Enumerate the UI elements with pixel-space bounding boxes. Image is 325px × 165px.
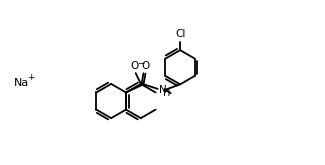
- Text: −: −: [137, 58, 144, 67]
- Text: N: N: [159, 85, 167, 95]
- Text: H: H: [163, 88, 170, 98]
- Text: O: O: [141, 61, 150, 71]
- Text: +: +: [27, 73, 34, 82]
- Text: Cl: Cl: [175, 29, 185, 39]
- Text: Na: Na: [14, 78, 29, 87]
- Text: O: O: [130, 61, 138, 71]
